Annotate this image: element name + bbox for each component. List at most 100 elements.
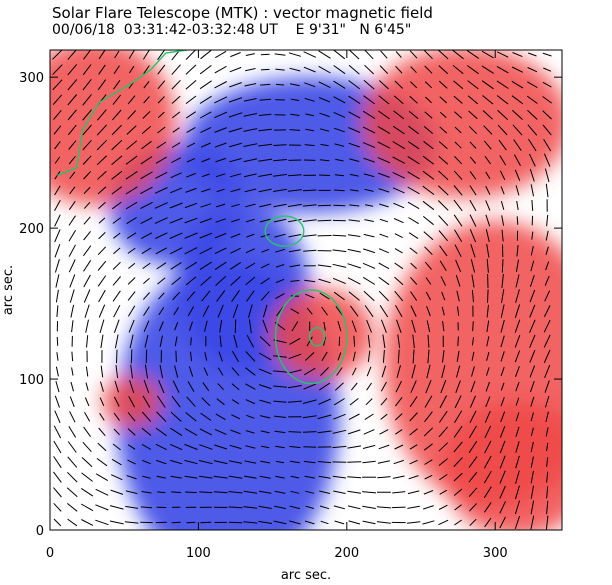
field-vector [67,50,77,60]
field-vector [54,229,61,243]
field-vector [438,170,449,181]
field-vector [454,244,462,258]
field-vector [318,475,331,479]
field-vector [141,140,152,150]
field-vector [198,460,213,465]
field-vector [457,336,459,347]
field-vector [157,80,166,90]
field-vector [144,334,149,348]
y-tick-label: 300 [19,71,44,86]
field-vector [410,380,417,393]
field-vector [305,113,315,117]
field-vector [516,245,519,257]
field-vector [363,290,375,302]
field-vector [260,445,270,449]
field-vector [82,109,92,121]
field-vector [259,490,272,494]
field-vector [454,519,462,526]
field-vector [140,232,153,240]
field-vector [422,170,435,180]
field-vector [470,380,476,393]
field-vector [377,460,391,464]
field-vector [377,157,391,164]
field-vector [530,470,534,484]
field-vector [334,143,345,147]
field-vector [273,203,287,208]
field-vector [228,142,243,148]
field-vector [351,367,357,376]
field-vector [245,351,256,362]
region-positive-northwest [50,50,177,206]
field-vector [214,142,227,148]
field-vector [454,111,463,119]
field-vector [142,292,150,300]
field-vector [82,124,92,136]
field-vector [97,442,107,452]
field-vector [184,261,198,270]
field-vector [545,183,549,198]
field-vector [67,109,77,121]
field-vector [111,124,122,136]
field-vector [483,502,492,513]
field-vector [378,444,390,450]
field-vector [496,80,509,89]
field-vector [455,259,462,272]
field-vector [438,504,448,510]
plot-frame [49,49,563,531]
field-vector [515,185,520,196]
field-vector [409,444,418,450]
field-vector [543,153,551,167]
field-vector [158,321,164,332]
field-vector [363,429,375,435]
field-vector [201,397,211,407]
field-vector [545,246,549,255]
field-vector [442,350,445,363]
field-vector [185,491,197,494]
field-vector [454,410,463,424]
field-vector [111,458,122,466]
field-vector [243,173,257,178]
field-vector [204,320,208,332]
field-vector [185,412,197,422]
field-vector [259,415,271,419]
field-vector [438,80,448,89]
field-vector [156,395,166,408]
field-vector [243,98,257,102]
field-vector [200,412,212,421]
field-vector [155,443,167,451]
field-vector [228,506,243,509]
field-vector [486,243,490,258]
field-vector [260,291,270,301]
field-vector [515,441,520,453]
field-vector [155,247,168,255]
field-vector [171,111,181,119]
field-vector [499,426,506,438]
field-vector [469,410,477,424]
field-vector [215,50,227,59]
field-vector [174,365,179,378]
field-vector [273,159,287,162]
field-vector [441,306,445,316]
field-vector [259,399,272,404]
field-vector [243,128,258,132]
field-vector [438,50,449,60]
field-vector [83,50,92,60]
field-vector [95,488,109,496]
field-vector [469,141,477,149]
field-vector [288,431,302,433]
field-vector [379,305,389,318]
field-vector [215,218,226,223]
field-vector [273,370,288,373]
field-vector [362,460,376,464]
field-vector [244,460,257,464]
field-vector [348,520,361,525]
field-vector [439,96,448,104]
field-vector [54,410,61,424]
field-vector [55,366,59,377]
field-vector [201,290,211,302]
field-vector [98,64,106,75]
field-vector [410,276,418,285]
field-vector [378,276,390,286]
field-vector [215,413,226,421]
field-vector [111,155,123,166]
